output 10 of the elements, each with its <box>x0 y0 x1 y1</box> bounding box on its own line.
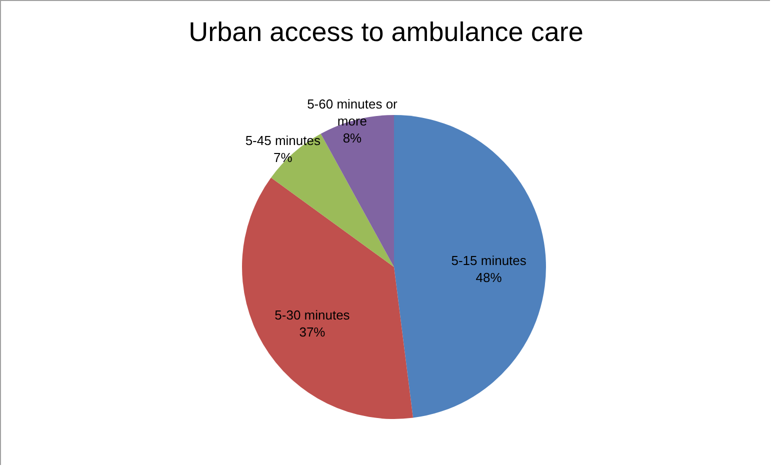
pie-slice <box>394 115 546 418</box>
chart-title: Urban access to ambulance care <box>188 17 584 47</box>
pie-slice <box>271 134 394 267</box>
data-label: 8% <box>342 130 362 146</box>
slice-label: 5-15 minutes <box>451 253 527 268</box>
pie-slice <box>320 115 394 267</box>
slice-label: 5-30 minutes <box>274 307 350 322</box>
data-label: 48% <box>476 270 502 286</box>
data-label: 37% <box>299 324 326 340</box>
pie-slice <box>242 178 414 419</box>
